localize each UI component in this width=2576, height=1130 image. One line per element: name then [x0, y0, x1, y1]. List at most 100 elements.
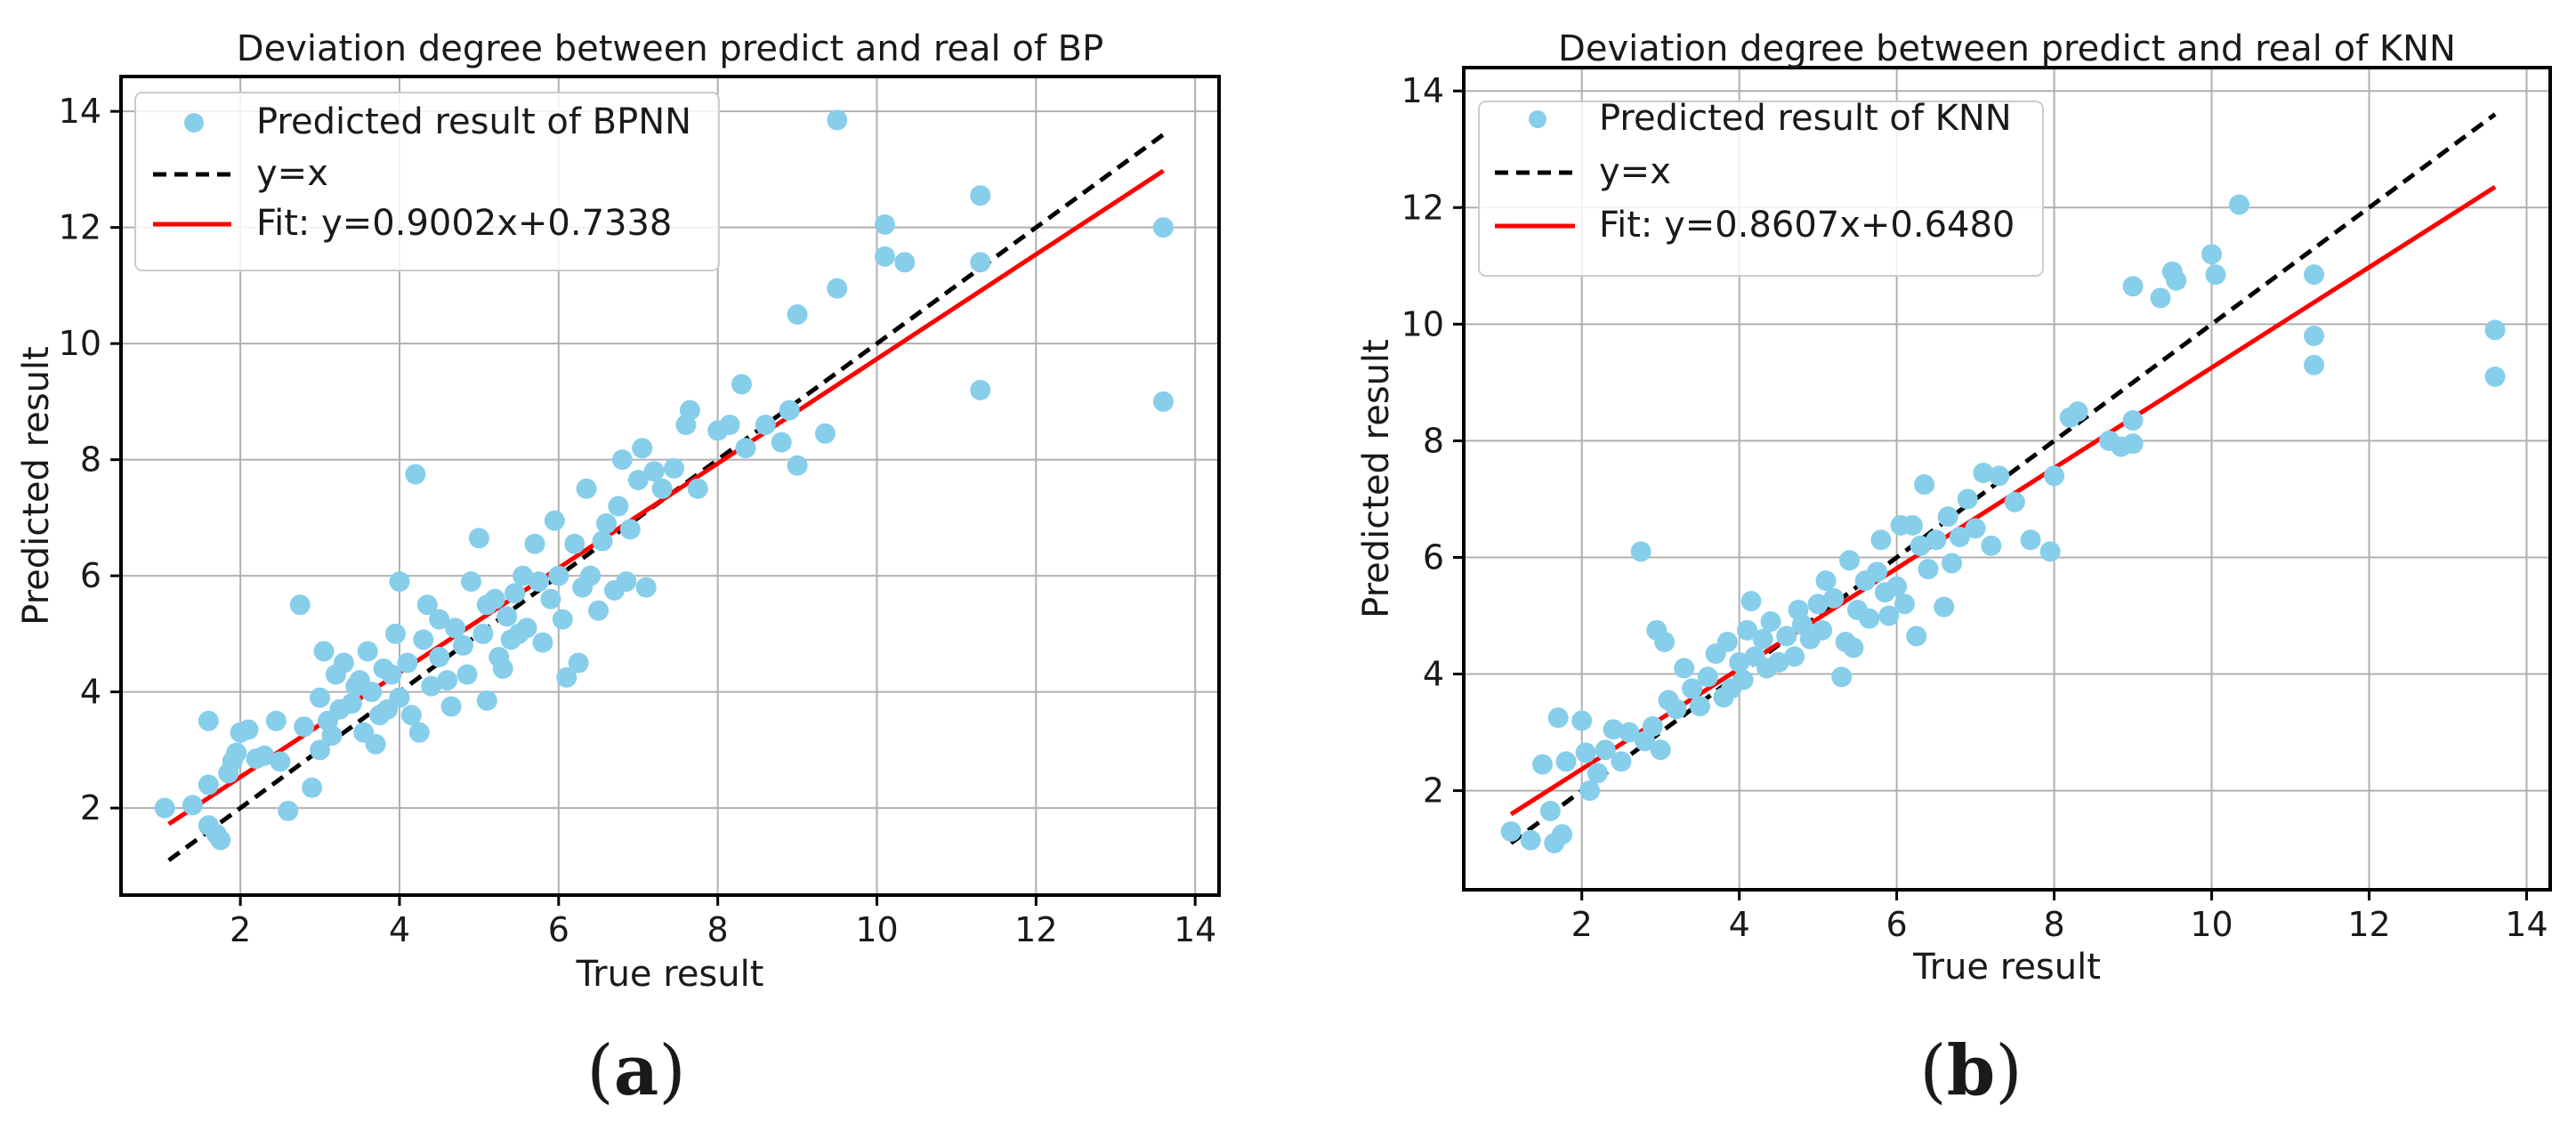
- scatter-point: [1981, 535, 2002, 556]
- legend-label-identity: y=x: [256, 153, 328, 194]
- scatter-point: [894, 252, 916, 273]
- scatter-point: [278, 800, 299, 821]
- scatter-point: [1642, 716, 1663, 738]
- scatter-point: [321, 725, 343, 747]
- scatter-point: [532, 632, 553, 653]
- scatter-point: [313, 641, 335, 662]
- scatter-point: [302, 777, 323, 798]
- scatter-point: [497, 606, 518, 627]
- scatter-point: [1823, 587, 1845, 609]
- scatter-points: [1500, 194, 2506, 854]
- scatter-point: [333, 652, 354, 674]
- scatter-point: [472, 623, 494, 644]
- scatter-point: [416, 594, 438, 616]
- y-tick-label: 8: [80, 440, 101, 480]
- legend-marker-points: [1529, 110, 1546, 128]
- y-tick-label: 14: [1401, 71, 1444, 110]
- scatter-point: [513, 565, 534, 586]
- scatter-point: [970, 185, 991, 206]
- scatter-point: [619, 519, 641, 540]
- scatter-point: [1886, 576, 1908, 597]
- y-axis-label: Predicted result: [1356, 339, 1397, 618]
- scatter-point: [1815, 570, 1837, 592]
- scatter-point: [1989, 465, 2010, 487]
- scatter-point: [1575, 742, 1596, 763]
- scatter-point: [1902, 514, 1923, 536]
- x-tick-label: 8: [2043, 905, 2064, 944]
- scatter-point: [182, 795, 203, 816]
- scatter-point: [787, 455, 808, 476]
- scatter-point: [1650, 739, 1671, 761]
- scatter-point: [1571, 710, 1593, 731]
- scatter-point: [154, 797, 175, 819]
- scatter-point: [568, 652, 589, 674]
- scatter-point: [874, 246, 895, 267]
- scatter-point: [1768, 651, 1789, 673]
- scatter-point: [787, 304, 808, 326]
- scatter-point: [440, 696, 462, 717]
- scatter-point: [429, 609, 450, 630]
- scatter-point: [2166, 270, 2187, 291]
- x-tick-label: 4: [389, 910, 410, 949]
- scatter-point: [405, 464, 426, 485]
- scatter-point: [1595, 739, 1616, 761]
- scatter-point: [468, 528, 489, 549]
- scatter-point: [1654, 631, 1676, 652]
- chart-panel-b: 2 4 6 8 10 12 14 2 4 6 8 10 12 14 Deviation degree be…: [1356, 28, 2552, 988]
- scatter-point: [289, 594, 311, 616]
- plot-frame: [119, 75, 1221, 897]
- scatter-point: [643, 461, 665, 482]
- y-tick-label: 4: [80, 673, 101, 712]
- y-tick-label: 6: [80, 556, 101, 595]
- scatter-point: [1760, 611, 1781, 633]
- scatter-point: [552, 609, 573, 630]
- scatter-point: [1878, 605, 1900, 626]
- chart-title: Deviation degree between predict and rea…: [1558, 28, 2456, 69]
- scatter-point: [679, 400, 700, 421]
- legend-label-identity: y=x: [1599, 151, 1671, 192]
- scatter-point: [1587, 763, 1608, 784]
- scatter-point: [198, 710, 219, 731]
- y-tick-label: 14: [59, 92, 101, 131]
- x-tick-label: 4: [1729, 905, 1750, 944]
- scatter-point: [270, 751, 291, 772]
- scatter-point: [389, 687, 410, 708]
- x-tick-label: 6: [1886, 905, 1908, 944]
- x-tick-label: 8: [707, 910, 729, 949]
- scatter-point: [1807, 593, 1829, 615]
- legend-label-fit: Fit: y=0.9002x+0.7338: [256, 203, 672, 244]
- scatter-point: [198, 774, 219, 795]
- scatter-point: [611, 449, 633, 471]
- y-tick-label: 8: [1423, 421, 1444, 460]
- identity-line: [1509, 112, 2497, 845]
- scatter-point: [1926, 529, 1947, 551]
- scatter-point: [1531, 754, 1553, 775]
- legend-marker-points: [184, 113, 204, 133]
- scatter-point: [827, 278, 848, 299]
- scatter-point: [1630, 541, 1651, 562]
- scatter-point: [2044, 465, 2065, 487]
- scatter-point: [1776, 626, 1797, 647]
- panel-label-a-letter: a: [614, 1030, 659, 1111]
- y-tick-label: 12: [59, 208, 101, 247]
- scatter-point: [1957, 488, 1978, 510]
- scatter-point: [1914, 474, 1935, 496]
- y-tick-label: 2: [80, 788, 101, 827]
- legend-label-points: Predicted result of BPNN: [256, 101, 691, 142]
- scatter-point: [592, 530, 613, 552]
- scatter-point: [408, 722, 430, 743]
- scatter-point: [735, 438, 756, 459]
- scatter-point: [970, 252, 991, 273]
- x-tick-label: 12: [2347, 905, 2390, 944]
- scatter-point: [505, 583, 526, 604]
- scatter-point: [2304, 264, 2325, 286]
- scatter-point: [814, 423, 836, 444]
- scatter-point: [1859, 608, 1880, 629]
- scatter-point: [2304, 354, 2325, 375]
- scatter-point: [1784, 646, 1805, 667]
- scatter-point: [365, 733, 386, 755]
- scatter-point: [1547, 707, 1569, 729]
- scatter-point: [731, 374, 752, 395]
- scatter-point: [2122, 433, 2144, 455]
